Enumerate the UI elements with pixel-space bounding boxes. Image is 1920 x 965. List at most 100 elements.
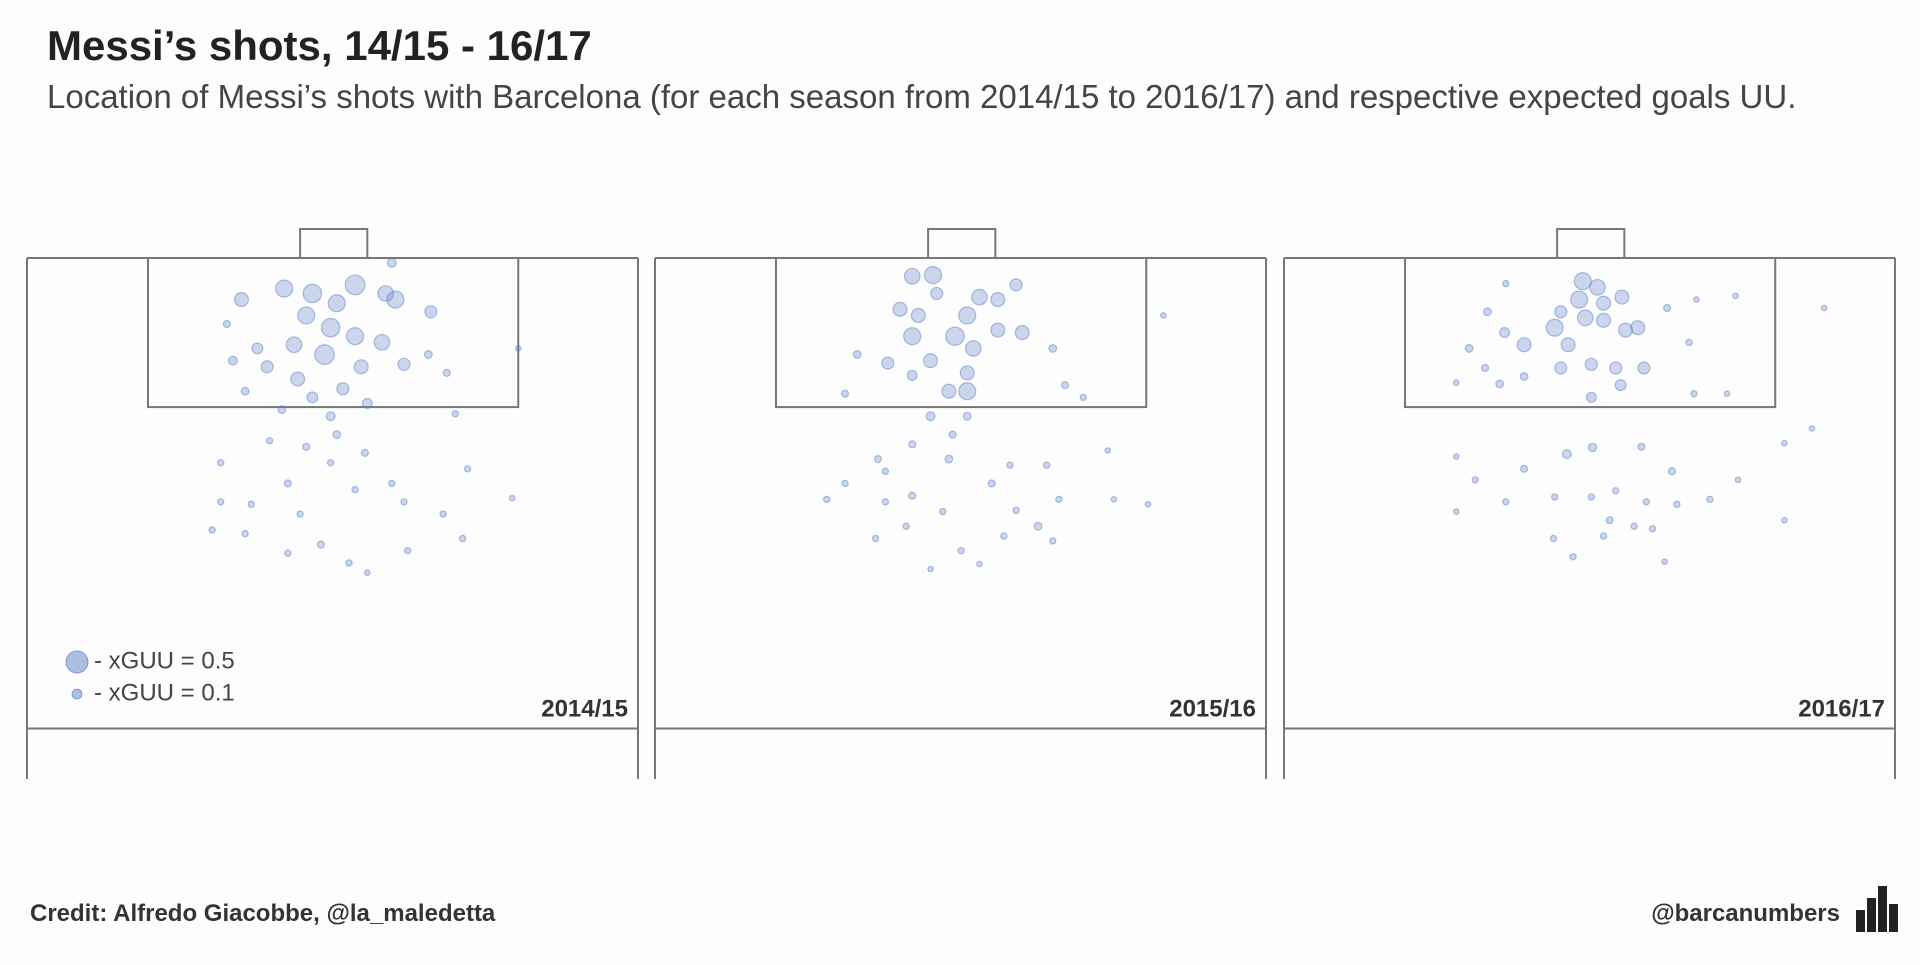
shot	[325, 411, 336, 422]
shot	[1596, 295, 1612, 311]
shot	[346, 327, 365, 346]
shot	[336, 382, 350, 396]
shot	[1630, 320, 1646, 336]
shot	[332, 430, 342, 439]
shot	[1781, 516, 1788, 524]
shot	[1502, 498, 1510, 506]
shot	[1495, 379, 1505, 389]
shot	[1471, 476, 1479, 484]
shot	[1637, 442, 1646, 451]
shot	[353, 359, 369, 375]
shot	[1618, 322, 1634, 338]
shot	[222, 319, 231, 329]
shot	[388, 479, 396, 488]
shot	[923, 353, 939, 369]
shot	[1690, 389, 1698, 398]
shot	[233, 292, 249, 308]
shot	[941, 383, 957, 399]
shot	[216, 458, 225, 467]
shot	[442, 368, 451, 377]
shot	[990, 322, 1006, 338]
legend-marker	[71, 688, 83, 700]
season-label: 2015/16	[1169, 695, 1256, 722]
shot	[208, 526, 216, 534]
shot	[424, 350, 433, 359]
shot	[1560, 337, 1576, 353]
shot	[1453, 508, 1460, 515]
shot	[1570, 290, 1589, 309]
shot	[1637, 361, 1651, 375]
title: Messi’s shots, 14/15 - 16/17	[47, 22, 592, 69]
shot	[1573, 272, 1592, 291]
shot	[908, 491, 917, 500]
shot	[403, 546, 412, 555]
shot	[284, 549, 292, 557]
shot	[958, 306, 977, 325]
shot	[297, 306, 316, 325]
shot	[1545, 318, 1564, 337]
shot	[285, 336, 303, 354]
shot	[1576, 309, 1594, 327]
shot	[902, 522, 910, 530]
shot	[314, 344, 335, 365]
shot	[1079, 393, 1088, 402]
shot	[1144, 500, 1152, 508]
shot	[1009, 278, 1023, 292]
shot	[903, 327, 922, 346]
shot	[840, 389, 850, 398]
shot	[386, 290, 405, 309]
shot	[1661, 558, 1668, 565]
shot	[227, 355, 238, 366]
shot	[1734, 476, 1742, 484]
shot	[1706, 495, 1714, 504]
shot	[927, 565, 934, 573]
shot	[1453, 379, 1460, 386]
shot	[1554, 305, 1568, 319]
shot	[364, 569, 371, 576]
shot	[265, 437, 274, 445]
shot	[1048, 344, 1058, 353]
shot	[1693, 296, 1700, 303]
shot	[1605, 516, 1614, 525]
shot	[1673, 500, 1681, 508]
shot	[1006, 461, 1014, 469]
shot	[290, 371, 306, 387]
goal	[927, 228, 997, 259]
shot	[1110, 496, 1118, 503]
shot	[1614, 379, 1627, 392]
shot	[945, 326, 965, 346]
shot	[1055, 495, 1063, 504]
shot	[1642, 498, 1651, 506]
shot	[910, 307, 926, 323]
shot	[1781, 439, 1788, 447]
shot	[386, 257, 397, 268]
shot	[1464, 344, 1474, 353]
shot	[871, 534, 880, 543]
pitch	[1283, 228, 1896, 779]
shot	[1612, 487, 1620, 495]
shot	[241, 529, 249, 538]
shot	[1614, 289, 1630, 305]
shot	[320, 317, 341, 338]
shot	[283, 479, 292, 488]
shot	[1012, 506, 1020, 515]
shot	[971, 288, 988, 306]
shot	[302, 442, 311, 451]
shot	[1502, 279, 1510, 288]
shot	[1550, 493, 1559, 501]
shot	[306, 391, 319, 404]
shot	[964, 340, 982, 357]
goal	[1556, 228, 1626, 259]
shot	[1549, 534, 1558, 543]
shot	[959, 365, 975, 381]
shot	[948, 430, 957, 439]
shot	[1569, 553, 1577, 561]
subtitle: Location of Messi’s shots with Barcelona…	[47, 78, 1797, 115]
shot	[275, 279, 294, 298]
shot	[1160, 312, 1167, 319]
shot	[326, 458, 335, 467]
shot	[260, 360, 274, 374]
shot	[957, 546, 965, 555]
shot	[906, 369, 918, 381]
shot	[216, 498, 225, 506]
